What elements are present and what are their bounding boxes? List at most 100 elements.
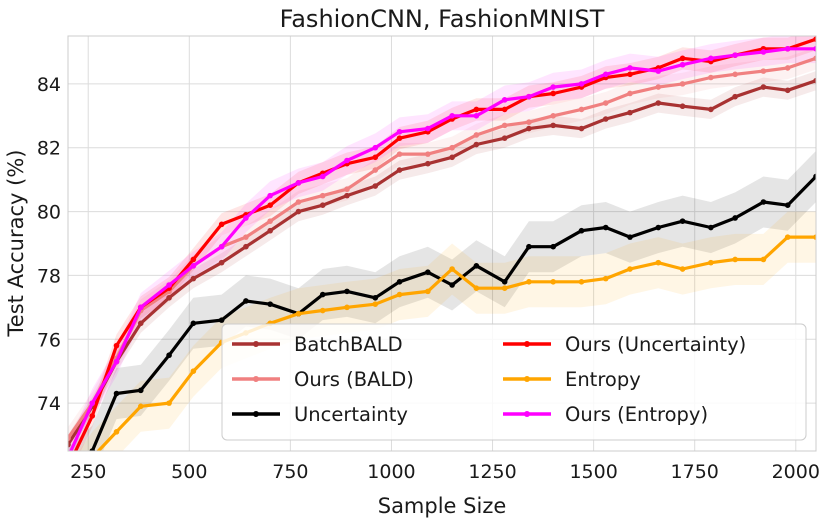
point-uncertainty	[137, 387, 144, 394]
point-entropy	[602, 275, 609, 282]
legend-label-batchbald: BatchBALD	[294, 333, 403, 356]
point-entropy	[425, 288, 431, 295]
point-batchbald	[602, 116, 609, 122]
point-uncertainty	[602, 224, 609, 231]
x-tick-label: 1250	[468, 461, 516, 483]
point-uncertainty	[218, 317, 225, 323]
point-uncertainty	[813, 173, 816, 180]
point-ours-entropy	[295, 180, 302, 186]
point-uncertainty	[243, 298, 249, 304]
point-ours-entropy	[760, 49, 767, 55]
legend-marker-uncertainty	[253, 411, 259, 417]
point-ours-bald	[68, 435, 71, 442]
point-uncertainty	[319, 291, 326, 298]
point-ours-uncertainty	[113, 342, 120, 349]
point-ours-entropy	[166, 282, 172, 288]
y-tick-label: 84	[37, 74, 61, 96]
y-tick-label: 80	[37, 202, 61, 224]
point-batchbald	[627, 109, 633, 116]
point-ours-uncertainty	[501, 106, 508, 113]
point-ours-bald	[473, 132, 480, 138]
line-ours-uncertainty	[73, 37, 816, 451]
band-batchbald	[68, 71, 816, 451]
point-batchbald	[166, 294, 172, 301]
point-ours-bald	[679, 81, 686, 87]
point-ours-bald	[449, 144, 455, 151]
legend-label-ours-bald: Ours (BALD)	[294, 368, 414, 391]
point-batchbald	[732, 93, 738, 100]
point-entropy	[372, 301, 379, 307]
point-ours-entropy	[218, 243, 225, 250]
point-entropy	[784, 234, 791, 240]
point-ours-bald	[602, 100, 609, 106]
point-entropy	[166, 400, 172, 406]
y-tick-label: 76	[37, 329, 61, 351]
point-uncertainty	[526, 243, 532, 250]
y-axis-title: Test Accuracy (%)	[4, 150, 28, 338]
x-tick-label: 1500	[569, 461, 617, 483]
legend-label-entropy: Entropy	[565, 368, 641, 391]
point-entropy	[89, 455, 95, 461]
point-uncertainty	[655, 224, 662, 231]
point-ours-entropy	[372, 144, 379, 151]
point-entropy	[190, 368, 197, 374]
point-ours-bald	[396, 151, 403, 157]
point-entropy	[449, 266, 455, 272]
point-batchbald	[655, 100, 662, 106]
point-ours-entropy	[655, 68, 662, 74]
point-entropy	[137, 403, 144, 410]
point-ours-bald	[526, 119, 532, 125]
point-ours-uncertainty	[267, 202, 273, 208]
point-batchbald	[267, 227, 273, 234]
legend-label-ours-entropy: Ours (Entropy)	[565, 403, 708, 426]
point-batchbald	[813, 77, 816, 84]
point-entropy	[113, 429, 120, 435]
point-entropy	[396, 291, 403, 298]
plot-frame	[67, 35, 817, 452]
line-batchbald	[68, 79, 816, 446]
point-batchbald	[449, 154, 455, 161]
point-batchbald	[344, 192, 350, 199]
point-ours-uncertainty	[218, 221, 225, 228]
point-batchbald	[319, 202, 326, 208]
point-ours-entropy	[550, 84, 556, 90]
point-ours-uncertainty	[679, 55, 686, 62]
point-entropy	[65, 490, 71, 496]
point-batchbald	[295, 208, 302, 215]
point-ours-bald	[627, 90, 633, 97]
point-uncertainty	[166, 352, 172, 359]
point-ours-uncertainty	[550, 90, 556, 97]
point-uncertainty	[578, 227, 585, 234]
legend-marker-batchbald	[253, 341, 259, 347]
line-entropy	[96, 235, 816, 451]
point-ours-bald	[550, 113, 556, 119]
point-ours-bald	[813, 55, 816, 62]
legend-marker-entropy	[524, 376, 530, 382]
line-ours-entropy	[69, 47, 816, 451]
point-entropy	[526, 279, 532, 285]
point-ours-entropy	[784, 45, 791, 52]
point-ours-entropy	[732, 52, 738, 58]
point-uncertainty	[372, 294, 379, 301]
point-uncertainty	[784, 202, 791, 208]
point-ours-bald	[578, 106, 585, 113]
x-tick-label: 2000	[772, 461, 820, 483]
band-uncertainty	[68, 150, 816, 451]
point-entropy	[550, 279, 556, 285]
point-entropy	[732, 256, 738, 263]
point-uncertainty	[396, 279, 403, 285]
legend-marker-ours-entropy	[524, 411, 530, 417]
point-ours-bald	[319, 192, 326, 199]
x-axis-title: Sample Size	[378, 494, 507, 518]
point-entropy	[627, 266, 633, 272]
point-uncertainty	[190, 320, 197, 327]
point-ours-bald	[295, 199, 302, 205]
point-uncertainty	[113, 390, 120, 397]
legend-label-ours-uncertainty: Ours (Uncertainty)	[565, 333, 746, 356]
point-ours-entropy	[708, 55, 714, 62]
point-ours-entropy	[813, 45, 816, 52]
legend-marker-ours-bald	[253, 376, 259, 382]
point-ours-entropy	[396, 128, 403, 135]
point-ours-uncertainty	[372, 154, 379, 161]
